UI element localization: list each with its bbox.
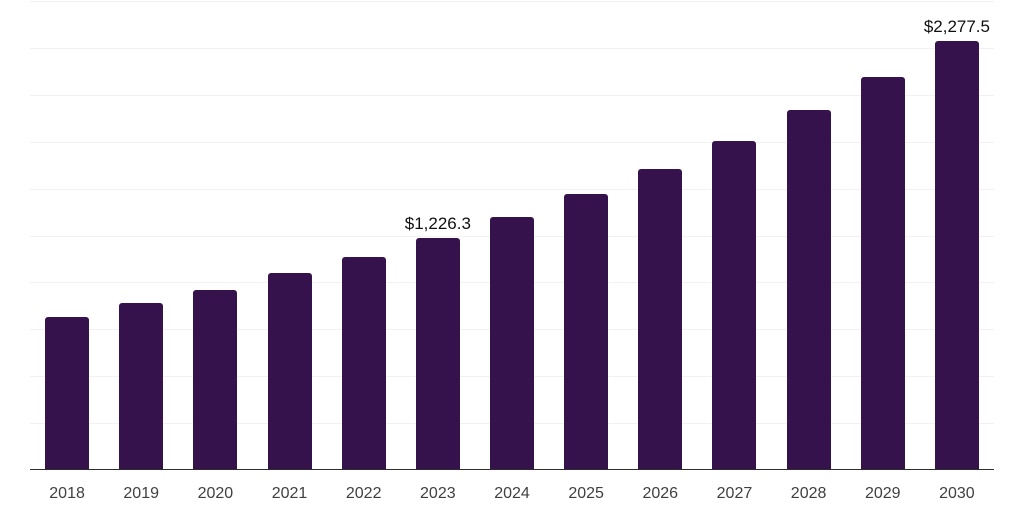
data-label-2023: $1,226.3: [404, 213, 471, 233]
x-axis-line: [30, 468, 994, 470]
x-tick-2029: 2029: [864, 485, 901, 502]
bar-2024: [490, 217, 534, 469]
bar-2022: [341, 257, 386, 469]
bar-2028: [786, 110, 831, 469]
x-tick-2024: 2024: [494, 485, 530, 502]
x-tick-2028: 2028: [790, 485, 827, 502]
x-tick-2021: 2021: [271, 485, 308, 502]
x-tick-2023: 2023: [420, 485, 456, 502]
bar-2021: [267, 273, 312, 469]
x-tick-2030: 2030: [939, 485, 975, 502]
gridline: [30, 47, 994, 49]
bar-2027: [712, 140, 757, 469]
x-tick-2025: 2025: [568, 485, 604, 502]
bar-2018: [45, 316, 90, 469]
gridline: [30, 141, 994, 143]
x-tick-2026: 2026: [642, 485, 679, 502]
gridline: [30, 188, 994, 190]
bar-2030: [934, 41, 979, 469]
x-tick-2022: 2022: [345, 485, 382, 502]
x-tick-2018: 2018: [49, 485, 85, 502]
x-tick-2027: 2027: [716, 485, 753, 502]
gridline: [30, 94, 994, 96]
bar-2023: [415, 238, 460, 469]
plot-area: $1,226.3 $2,277.5: [30, 0, 994, 470]
bar-2020: [193, 289, 238, 469]
bar-2025: [564, 193, 609, 469]
bar-2026: [638, 168, 683, 469]
gridline: [30, 1, 994, 2]
bar-2029: [860, 77, 905, 469]
x-tick-2019: 2019: [123, 485, 159, 502]
data-label-2030: $2,277.5: [923, 16, 990, 36]
bar-2019: [119, 303, 164, 469]
x-tick-2020: 2020: [197, 485, 234, 502]
